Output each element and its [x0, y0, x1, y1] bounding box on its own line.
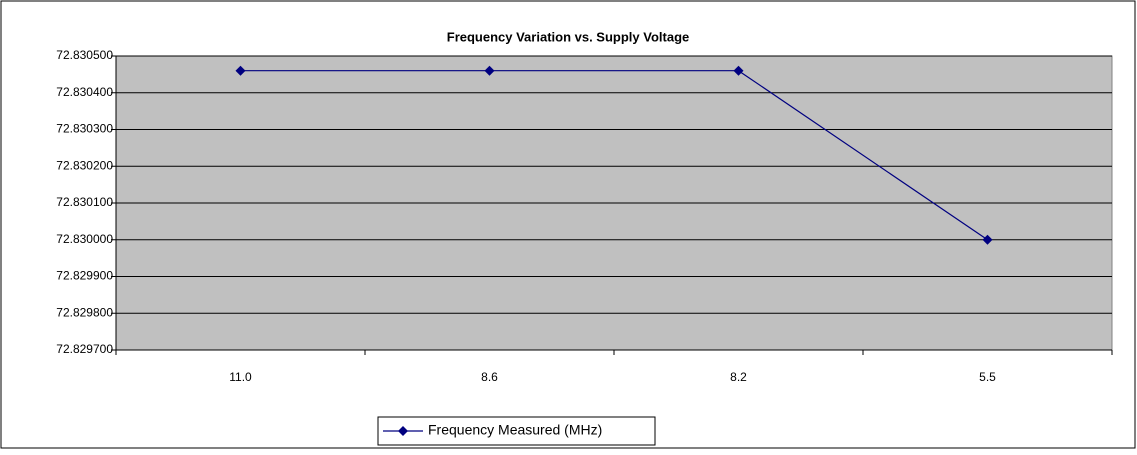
y-tick-label: 72.829800 [56, 305, 113, 319]
y-tick-label: 72.829700 [56, 342, 113, 356]
marker [982, 234, 993, 245]
y-tick-label: 72.830100 [56, 195, 113, 209]
marker [733, 65, 744, 76]
x-tick-label: 8.2 [730, 370, 747, 384]
y-tick-label: 72.830500 [56, 48, 113, 62]
y-tick-label: 72.830000 [56, 232, 113, 246]
x-tick-label: 5.5 [979, 370, 996, 384]
y-tick-label: 72.830300 [56, 122, 113, 136]
y-tick-label: 72.830400 [56, 85, 113, 99]
legend-box [377, 416, 656, 446]
series-line [240, 70, 988, 241]
y-tick-label: 72.829900 [56, 269, 113, 283]
y-tick-label: 72.830200 [56, 158, 113, 172]
x-tick-label: 8.6 [481, 370, 498, 384]
x-tick-label: 11.0 [229, 370, 252, 384]
legend-marker [398, 426, 408, 436]
marker [484, 65, 495, 76]
marker [235, 65, 246, 76]
legend-label: Frequency Measured (MHz) [428, 422, 602, 438]
chart-title: Frequency Variation vs. Supply Voltage [447, 29, 690, 44]
